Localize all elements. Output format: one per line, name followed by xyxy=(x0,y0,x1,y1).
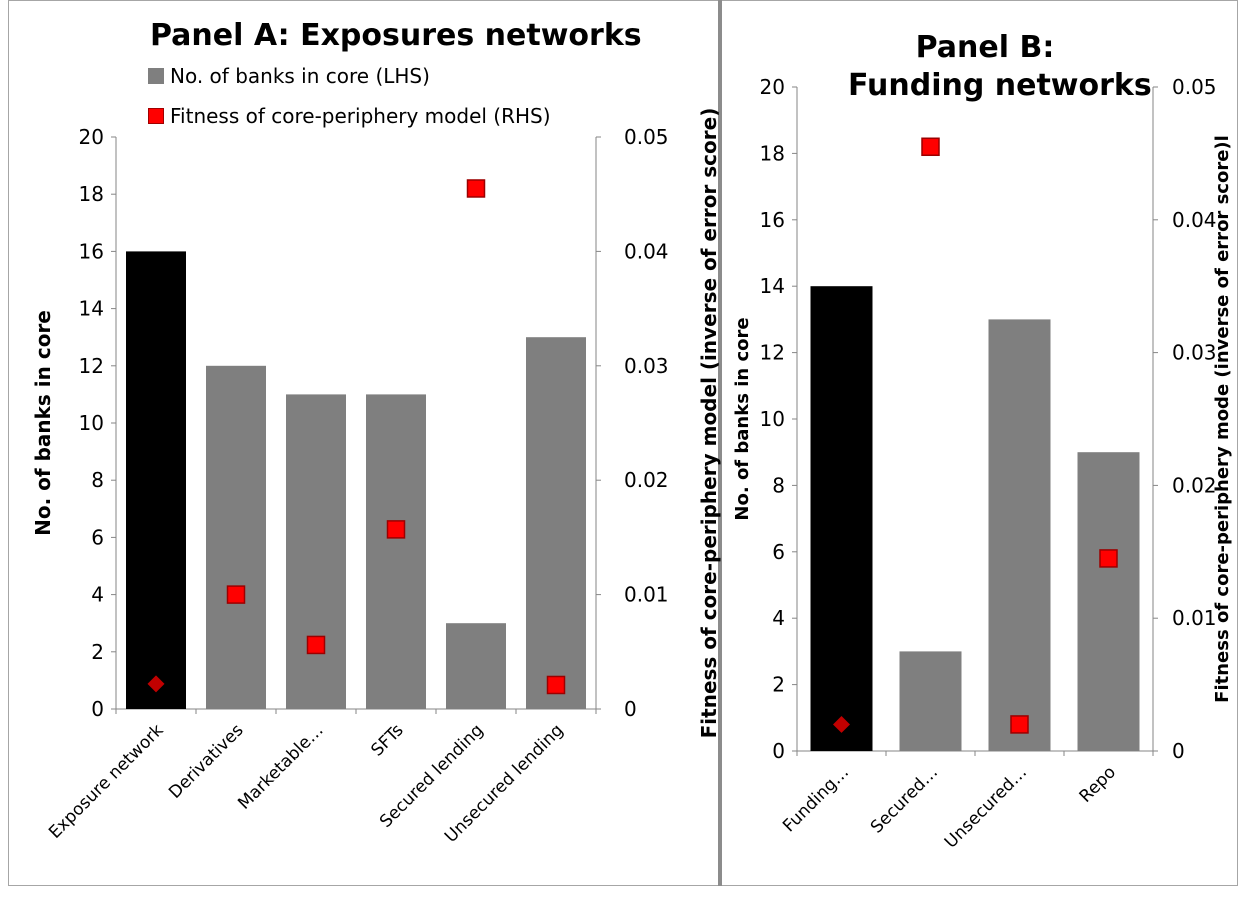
chart1-y-tick-label: 0 xyxy=(91,697,104,721)
chart1-category-label: SFTs xyxy=(367,720,407,760)
chart1-y-tick-label: 2 xyxy=(91,640,104,664)
chart2-bar xyxy=(899,651,962,751)
panel-b-title-line-1: Panel B: xyxy=(915,30,1055,65)
chart2-marker-point xyxy=(921,137,940,157)
chart2-y2-tick-label: 0.04 xyxy=(1172,208,1217,232)
legend-item-markers: Fitness of core-periphery model (RHS) xyxy=(148,104,551,128)
panel-divider xyxy=(718,0,722,886)
chart1-marker-point xyxy=(546,675,566,695)
chart2-y-tick-label: 10 xyxy=(760,407,785,431)
chart1-bar xyxy=(446,623,506,709)
chart1-category-label: Derivatives xyxy=(165,720,247,802)
chart2-y2-tick-label: 0 xyxy=(1172,739,1185,763)
legend-bar-label: No. of banks in core (LHS) xyxy=(170,64,430,88)
chart2-y-tick-label: 8 xyxy=(772,473,785,497)
chart1-bar xyxy=(206,365,266,709)
chart1-y2-axis-title: Fitness of core-periphery model (inverse… xyxy=(697,108,721,739)
chart1-category-label: Marketable… xyxy=(234,720,327,813)
chart2-y2-tick-label: 0.02 xyxy=(1172,473,1217,497)
chart2-marker-point xyxy=(833,715,850,733)
chart1-bar xyxy=(126,251,186,709)
chart2-y-tick-label: 4 xyxy=(772,606,785,630)
chart1-category-label: Exposure network xyxy=(45,720,168,843)
legend-marker-label: Fitness of core-periphery model (RHS) xyxy=(170,104,551,128)
chart2-y-tick-label: 16 xyxy=(760,208,785,232)
chart2-y2-tick-label: 0.01 xyxy=(1172,606,1217,630)
chart1-y-tick-label: 6 xyxy=(91,525,104,549)
chart1-y-tick-label: 4 xyxy=(91,583,104,607)
chart1-y2-tick-label: 0.02 xyxy=(624,468,669,492)
chart2-y-tick-label: 18 xyxy=(760,141,785,165)
chart1-y2-tick-label: 0.03 xyxy=(624,354,669,378)
chart1-y2-tick-label: 0.01 xyxy=(624,583,669,607)
chart1-y-tick-label: 14 xyxy=(79,297,104,321)
chart2-y2-tick-label: 0.05 xyxy=(1172,75,1217,99)
chart1-y-tick-label: 8 xyxy=(91,468,104,492)
chart2-category-label: Repo xyxy=(1076,762,1120,806)
chart1-y2-tick-label: 0.05 xyxy=(624,125,669,149)
legend-marker-swatch xyxy=(148,108,164,124)
chart2-y-tick-label: 0 xyxy=(772,739,785,763)
chart1-y-tick-label: 16 xyxy=(79,239,104,263)
chart2-bar xyxy=(988,319,1051,751)
chart2-category-label: Unsecured… xyxy=(941,762,1031,852)
chart2-y-tick-label: 6 xyxy=(772,540,785,564)
chart1-y-tick-label: 12 xyxy=(79,354,104,378)
chart1-marker-point xyxy=(386,520,406,539)
chart1-bar xyxy=(286,394,346,709)
legend-bar-swatch xyxy=(148,68,164,84)
chart2-y-tick-label: 12 xyxy=(760,341,785,365)
chart2-marker-point xyxy=(1010,715,1029,734)
chart1-marker-point xyxy=(306,635,326,655)
panel-a-title: Panel A: Exposures networks xyxy=(150,18,642,53)
legend-item-bars: No. of banks in core (LHS) xyxy=(148,64,430,88)
chart1-y-tick-label: 18 xyxy=(79,182,104,206)
chart1-marker-point xyxy=(147,675,165,693)
chart1-marker-point xyxy=(466,179,486,198)
chart2-category-label: Funding… xyxy=(779,762,853,836)
chart2-bar xyxy=(810,286,873,751)
chart2-y2-tick-label: 0.03 xyxy=(1172,341,1217,365)
chart2-y2-axis-title: Fitness of core-periphery mode (inverse … xyxy=(1212,135,1233,703)
chart2-marker-point xyxy=(1099,549,1118,568)
chart1-y2-tick-label: 0 xyxy=(624,697,637,721)
chart2-y-tick-label: 14 xyxy=(760,274,785,298)
chart1-bar xyxy=(526,337,586,709)
chart2-bar xyxy=(1077,452,1140,751)
chart1-marker-point xyxy=(226,585,246,604)
chart1-y-axis-title: No. of banks in core xyxy=(31,310,55,536)
chart1-bar xyxy=(366,394,426,709)
chart2-y-axis-title: No. of banks in core xyxy=(732,317,753,520)
chart1-y2-tick-label: 0.04 xyxy=(624,239,669,263)
chart2-y-tick-label: 20 xyxy=(760,75,785,99)
chart2-category-label: Secured… xyxy=(867,762,942,837)
chart1-y-tick-label: 20 xyxy=(79,125,104,149)
chart2-y-tick-label: 2 xyxy=(772,673,785,697)
panel-b-title-line-2: Funding networks xyxy=(848,68,1152,103)
chart1-y-tick-label: 10 xyxy=(79,411,104,435)
